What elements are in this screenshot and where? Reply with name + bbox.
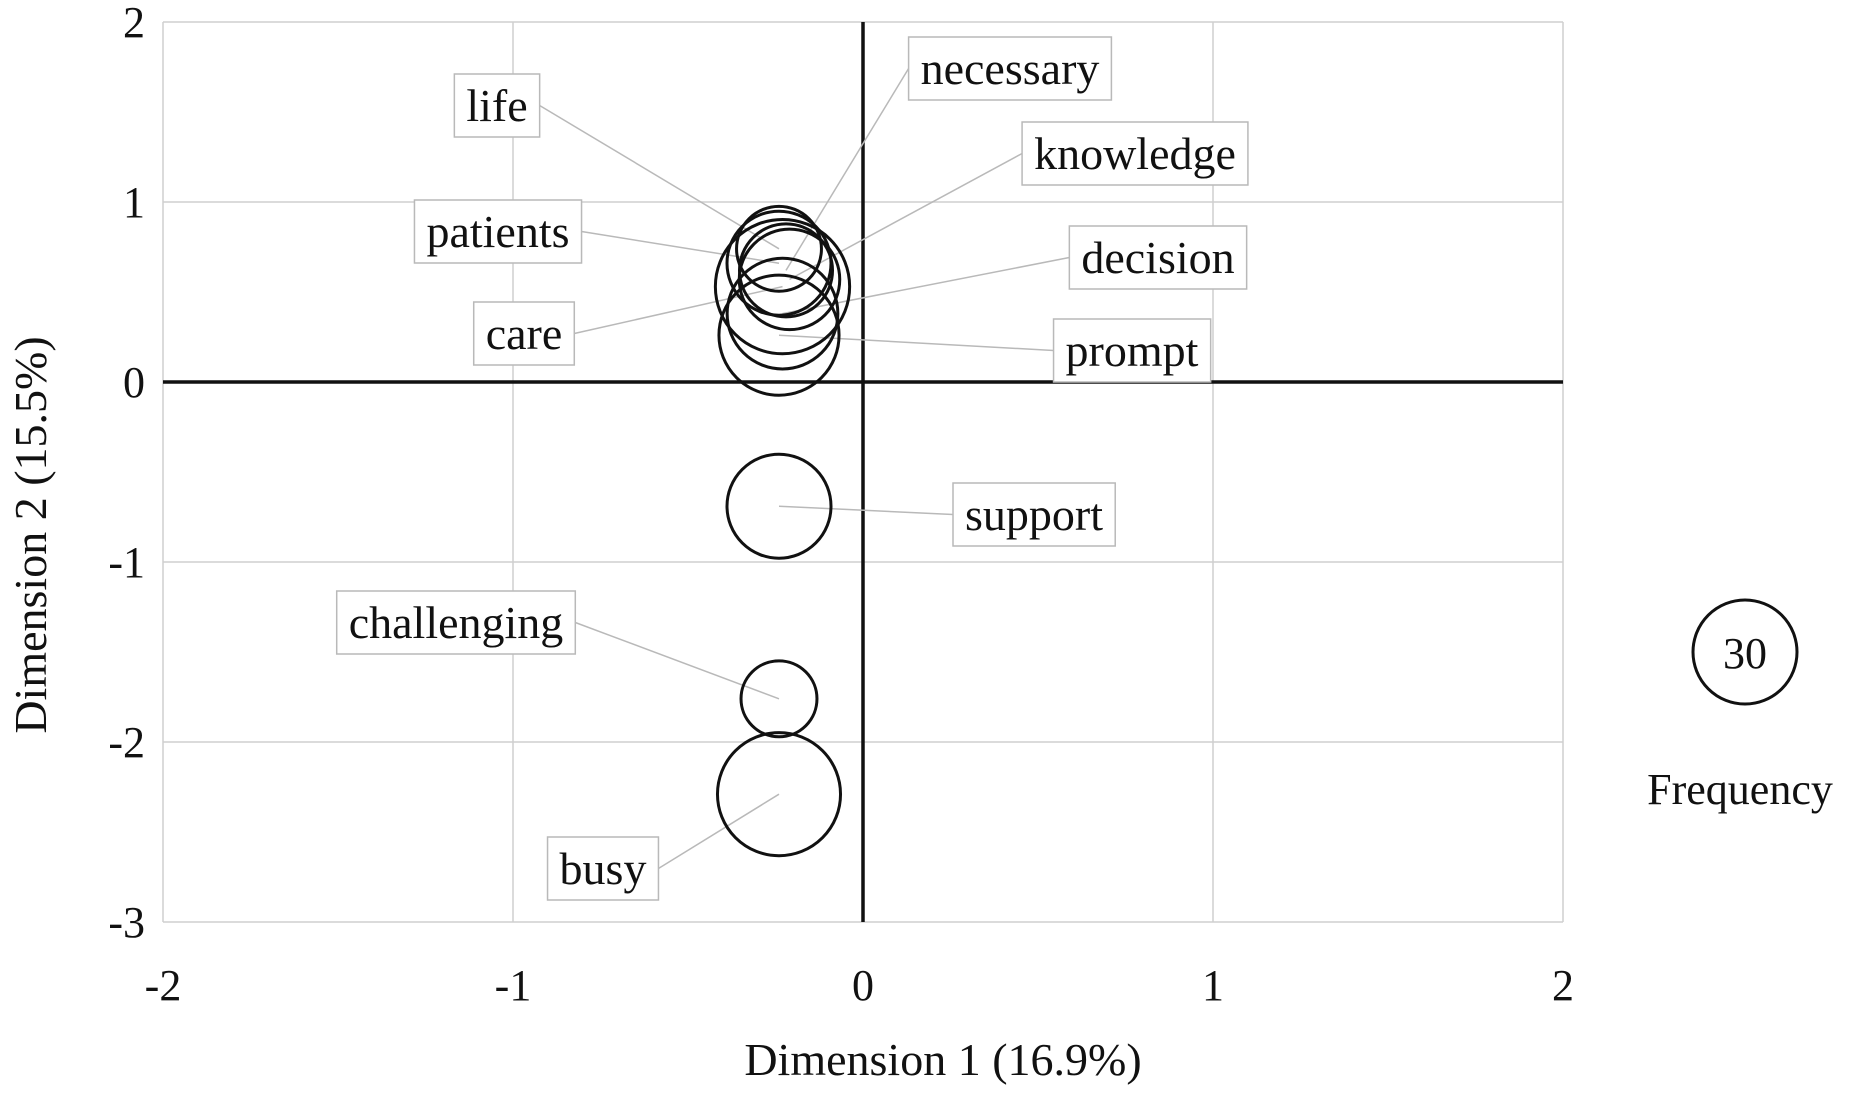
- leader-line-life: [539, 104, 780, 250]
- word-label-patients: patients: [426, 206, 569, 257]
- bubble-life: [735, 204, 823, 293]
- word-label-life: life: [466, 80, 527, 131]
- bubble-decision: [725, 256, 840, 371]
- word-label-box-prompt: [1052, 318, 1212, 383]
- x-tick-label: 1: [1202, 961, 1224, 1010]
- legend: 30 Frequency: [1647, 598, 1833, 814]
- word-label-knowledge: knowledge: [1034, 128, 1236, 179]
- y-tick-label: 2: [123, 0, 145, 47]
- leader-line-busy: [658, 793, 780, 870]
- word-label-box-knowledge: [1021, 121, 1249, 186]
- word-label-care: care: [486, 308, 563, 359]
- leader-line-challenging: [575, 621, 780, 700]
- x-tick-label: 0: [852, 961, 874, 1010]
- word-label-busy: busy: [560, 843, 647, 894]
- word-label-box-busy: [546, 836, 660, 901]
- bubble-care: [713, 217, 852, 356]
- axes: [163, 22, 1563, 922]
- leader-line-patients: [581, 230, 780, 264]
- legend-value: 30: [1723, 629, 1767, 678]
- bubble-busy: [715, 731, 843, 858]
- x-tick-label: -1: [495, 961, 532, 1010]
- word-label-challenging: challenging: [349, 597, 564, 648]
- legend-bubble: [1691, 598, 1799, 706]
- y-tick-label: -2: [108, 718, 145, 767]
- legend-title: Frequency: [1647, 765, 1833, 814]
- word-label-box-support: [952, 482, 1116, 547]
- y-tick-label: 1: [123, 178, 145, 227]
- word-label-box-care: [472, 301, 576, 366]
- word-label-box-decision: [1068, 225, 1248, 290]
- word-labels: life necessary knowledge patients care decisi…: [335, 36, 1249, 901]
- y-tick-label: -1: [108, 538, 145, 587]
- leader-line-knowledge: [789, 152, 1023, 281]
- bubble-patients: [725, 209, 833, 317]
- leader-lines: [539, 68, 1070, 870]
- word-label-box-necessary: [907, 36, 1113, 101]
- bubble-support: [725, 452, 833, 560]
- word-label-box-life: [453, 73, 541, 138]
- bubbles: [713, 204, 852, 858]
- leader-line-support: [778, 505, 954, 516]
- word-label-box-challenging: [335, 590, 577, 655]
- y-tick-label: 0: [123, 358, 145, 407]
- leader-line-necessary: [785, 68, 910, 271]
- word-label-box-patients: [413, 199, 583, 264]
- x-tick-label: -2: [145, 961, 182, 1010]
- x-tick-label: 2: [1552, 961, 1574, 1010]
- word-label-necessary: necessary: [921, 43, 1100, 94]
- y-tick-label: -3: [108, 898, 145, 947]
- bubble-challenging: [739, 659, 819, 739]
- bubble-prompt: [717, 273, 841, 397]
- x-axis-title: Dimension 1 (16.9%): [744, 1034, 1141, 1085]
- word-label-prompt: prompt: [1066, 325, 1199, 376]
- word-label-support: support: [965, 489, 1103, 540]
- word-label-decision: decision: [1081, 232, 1234, 283]
- y-axis-title: Dimension 2 (15.5%): [5, 336, 56, 733]
